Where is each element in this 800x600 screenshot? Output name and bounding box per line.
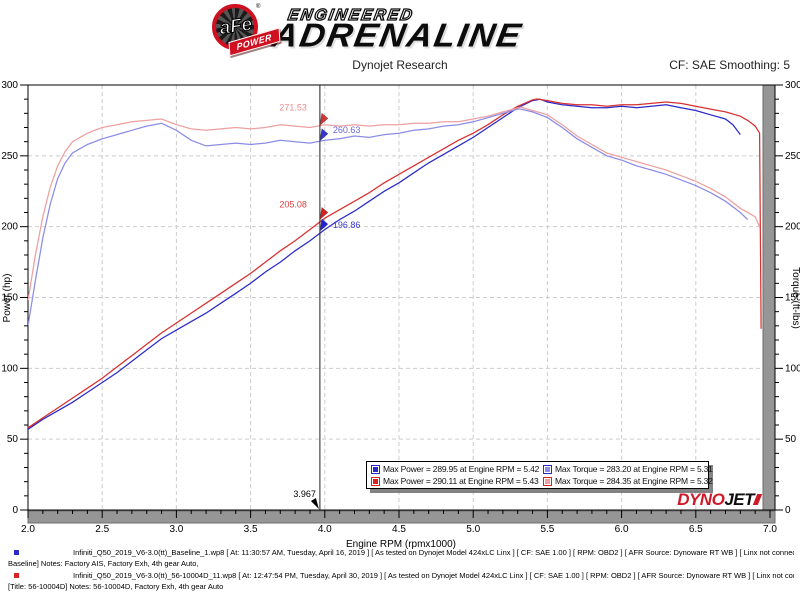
readout-value: 196.86 — [333, 220, 361, 230]
legend-swatch-icon — [543, 464, 552, 474]
legend-entry: Max Torque = 283.20 at Engine RPM = 5.31 — [543, 463, 713, 475]
readout-flag-icon — [319, 112, 329, 126]
run-description-line2: [Title: 56-10004D] Notes: 56-10004D, Fac… — [8, 581, 224, 591]
curve-torque_baseline — [28, 108, 749, 326]
dynojet-logo-jet: JET — [724, 490, 754, 509]
legend-entry: Max Torque = 284.35 at Engine RPM = 5.32 — [543, 475, 713, 487]
dynojet-logo: DYNOJET — [640, 490, 763, 509]
y-tick-label-right: 150 — [785, 293, 800, 304]
run-description-line1: Infiniti_Q50_2019_V6-3.0(tt)_Baseline_1.… — [73, 548, 794, 557]
run-bullet-icon — [14, 550, 19, 555]
x-tick-label: 3.5 — [244, 524, 258, 535]
vertical-scrollbar[interactable] — [762, 84, 776, 511]
readout-flag-icon — [319, 128, 329, 142]
curve-torque_afe — [28, 106, 761, 301]
grid — [28, 85, 775, 510]
x-tick-label: 2.5 — [95, 524, 109, 535]
x-tick-label: 2.0 — [21, 524, 35, 535]
y-tick-label-left: 150 — [1, 293, 18, 304]
afe-power-logo: aFe ® POWER — [212, 4, 280, 58]
legend-box: Max Power = 289.95 at Engine RPM = 5.42 M… — [366, 461, 713, 489]
legend-swatch-icon — [371, 464, 380, 474]
x-tick-label: 6.5 — [689, 524, 703, 535]
run-entry: Infiniti_Q50_2019_V6-3.0(tt)_56-10004D_1… — [0, 571, 800, 592]
readout-flag-icon — [319, 218, 329, 232]
x-tick-label: 7.0 — [763, 524, 777, 535]
dynojet-logo-dyno: DYNO — [677, 490, 725, 509]
cursor-group — [310, 85, 329, 510]
chart-title: Dynojet Research — [352, 58, 448, 72]
y-tick-label-left: 100 — [1, 363, 18, 374]
readout-flag-icon — [319, 207, 329, 220]
y-axis-title-left: Power (hp) — [2, 274, 13, 323]
y-tick-label-left: 250 — [1, 151, 18, 162]
readout-value: 260.63 — [333, 125, 361, 135]
readout-value: 205.08 — [279, 199, 307, 209]
legend-text: Max Power = 289.95 at Engine RPM = 5.42 — [383, 464, 540, 474]
curve-power_afe — [28, 98, 762, 429]
cursor-arrow-icon — [310, 498, 319, 509]
y-tick-label-right: 100 — [785, 363, 800, 374]
run-description-line2: Baseline] Notes: Factory AIS, Factory Ex… — [8, 558, 199, 568]
brand-line-adrenaline: ADRENALINE — [269, 17, 526, 55]
x-tick-label: 3.0 — [169, 524, 183, 535]
y-tick-label-right: 250 — [785, 151, 800, 162]
y-tick-label-right: 300 — [785, 80, 800, 91]
smoothing-label: CF: SAE Smoothing: 5 — [669, 58, 790, 72]
x-tick-label: 4.5 — [392, 524, 406, 535]
horizontal-scrollbar[interactable] — [27, 510, 776, 524]
y-tick-label-left: 300 — [1, 80, 18, 91]
x-tick-label: 4.0 — [318, 524, 332, 535]
x-axis — [27, 510, 771, 518]
legend-swatch-icon — [371, 476, 380, 486]
legend-entry: Max Power = 289.95 at Engine RPM = 5.42 — [371, 463, 543, 475]
y-tick-label-left: 200 — [1, 222, 18, 233]
y-tick-label-right: 0 — [785, 505, 791, 516]
legend-text: Max Power = 290.11 at Engine RPM = 5.43 — [383, 476, 539, 486]
legend-entry: Max Power = 290.11 at Engine RPM = 5.43 — [371, 475, 543, 487]
legend-text: Max Torque = 283.20 at Engine RPM = 5.31 — [555, 464, 713, 474]
x-axis-title: Engine RPM (rpmx1000) — [346, 539, 456, 550]
y-tick-label-right: 200 — [785, 222, 800, 233]
y-tick-label-left: 0 — [12, 505, 18, 516]
x-tick-label: 5.5 — [540, 524, 554, 535]
y-axes — [20, 84, 783, 511]
y-axis-title-right: Torque (ft-lbs) — [790, 267, 800, 329]
run-entry: Infiniti_Q50_2019_V6-3.0(tt)_Baseline_1.… — [0, 548, 800, 569]
run-descriptions: Infiniti_Q50_2019_V6-3.0(tt)_Baseline_1.… — [0, 548, 800, 594]
y-tick-label-right: 50 — [785, 434, 797, 445]
run-bullet-icon — [14, 573, 19, 578]
y-tick-label-left: 50 — [7, 434, 19, 445]
curve-power_baseline — [28, 98, 741, 430]
x-tick-label: 6.0 — [615, 524, 629, 535]
registered-mark: ® — [256, 4, 261, 10]
cursor-x-value: 3.967 — [293, 489, 316, 499]
legend-text: Max Torque = 284.35 at Engine RPM = 5.32 — [555, 476, 713, 486]
x-tick-label: 5.0 — [466, 524, 480, 535]
legend-swatch-icon — [543, 476, 552, 486]
run-description-line1: Infiniti_Q50_2019_V6-3.0(tt)_56-10004D_1… — [73, 571, 794, 580]
readout-value: 271.53 — [279, 102, 307, 112]
